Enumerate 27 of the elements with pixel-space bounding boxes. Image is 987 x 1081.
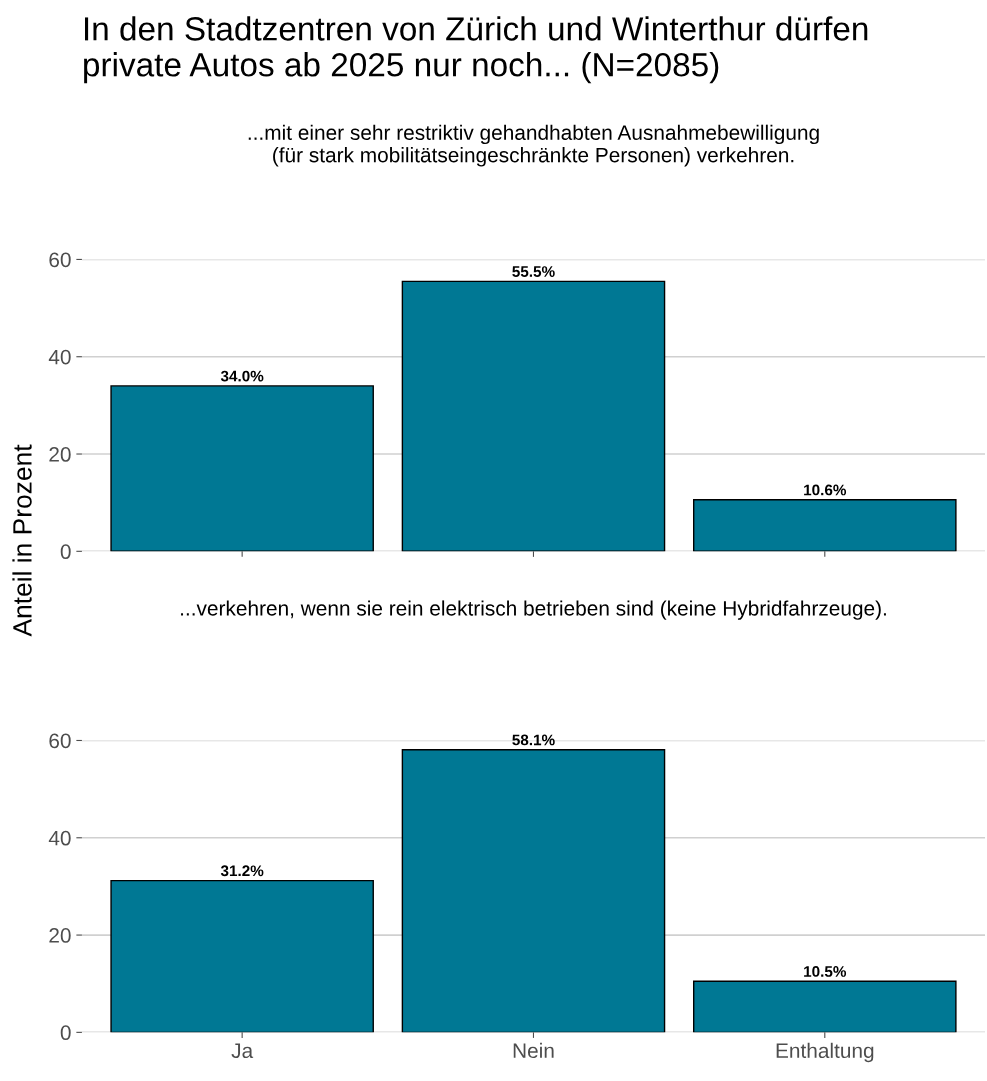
y-tick-label: 40	[48, 349, 71, 365]
data-label: 10.5%	[804, 966, 847, 977]
chart-subtitle: ...mit einer sehr restriktiv gehandhabten Ausnahmebewilligung (für stark mobilitätseingeschränkte Personen) verkehren.	[248, 124, 819, 167]
y-tick-label: 20	[49, 447, 71, 462]
data-label: 31.2%	[220, 865, 264, 877]
data-label: 10.6%	[804, 484, 847, 496]
bar	[693, 980, 957, 1033]
chart-title: In den Stadtzentren von Zürich und Winterthur dürfen private Autos ab 2025 nur noch... (N=2085)	[84, 16, 868, 84]
x-tick-label: Enthaltung	[776, 1042, 874, 1063]
y-tick-label: 40	[48, 830, 71, 846]
y-axis-title: Anteil in Prozent	[12, 444, 32, 637]
x-tick-label: Ja	[231, 1043, 254, 1059]
y-tick-label: 0	[60, 544, 71, 560]
x-tick-label: Nein	[513, 1042, 554, 1059]
data-label: 55.5%	[512, 266, 555, 277]
data-label: 34.0%	[220, 370, 264, 382]
bar	[110, 385, 374, 552]
y-tick-label: 20	[49, 928, 71, 943]
bar	[693, 499, 957, 552]
chart-subtitle: ...verkehren, wenn sie rein elektrisch betrieben sind (keine Hybridfahrzeuge).	[181, 600, 886, 620]
bar	[401, 280, 666, 552]
bar	[110, 879, 374, 1033]
y-tick-label: 60	[49, 733, 71, 749]
bar	[401, 749, 666, 1033]
data-label: 58.1%	[512, 734, 555, 746]
y-tick-label: 0	[60, 1025, 71, 1041]
y-tick-label: 60	[49, 252, 71, 268]
